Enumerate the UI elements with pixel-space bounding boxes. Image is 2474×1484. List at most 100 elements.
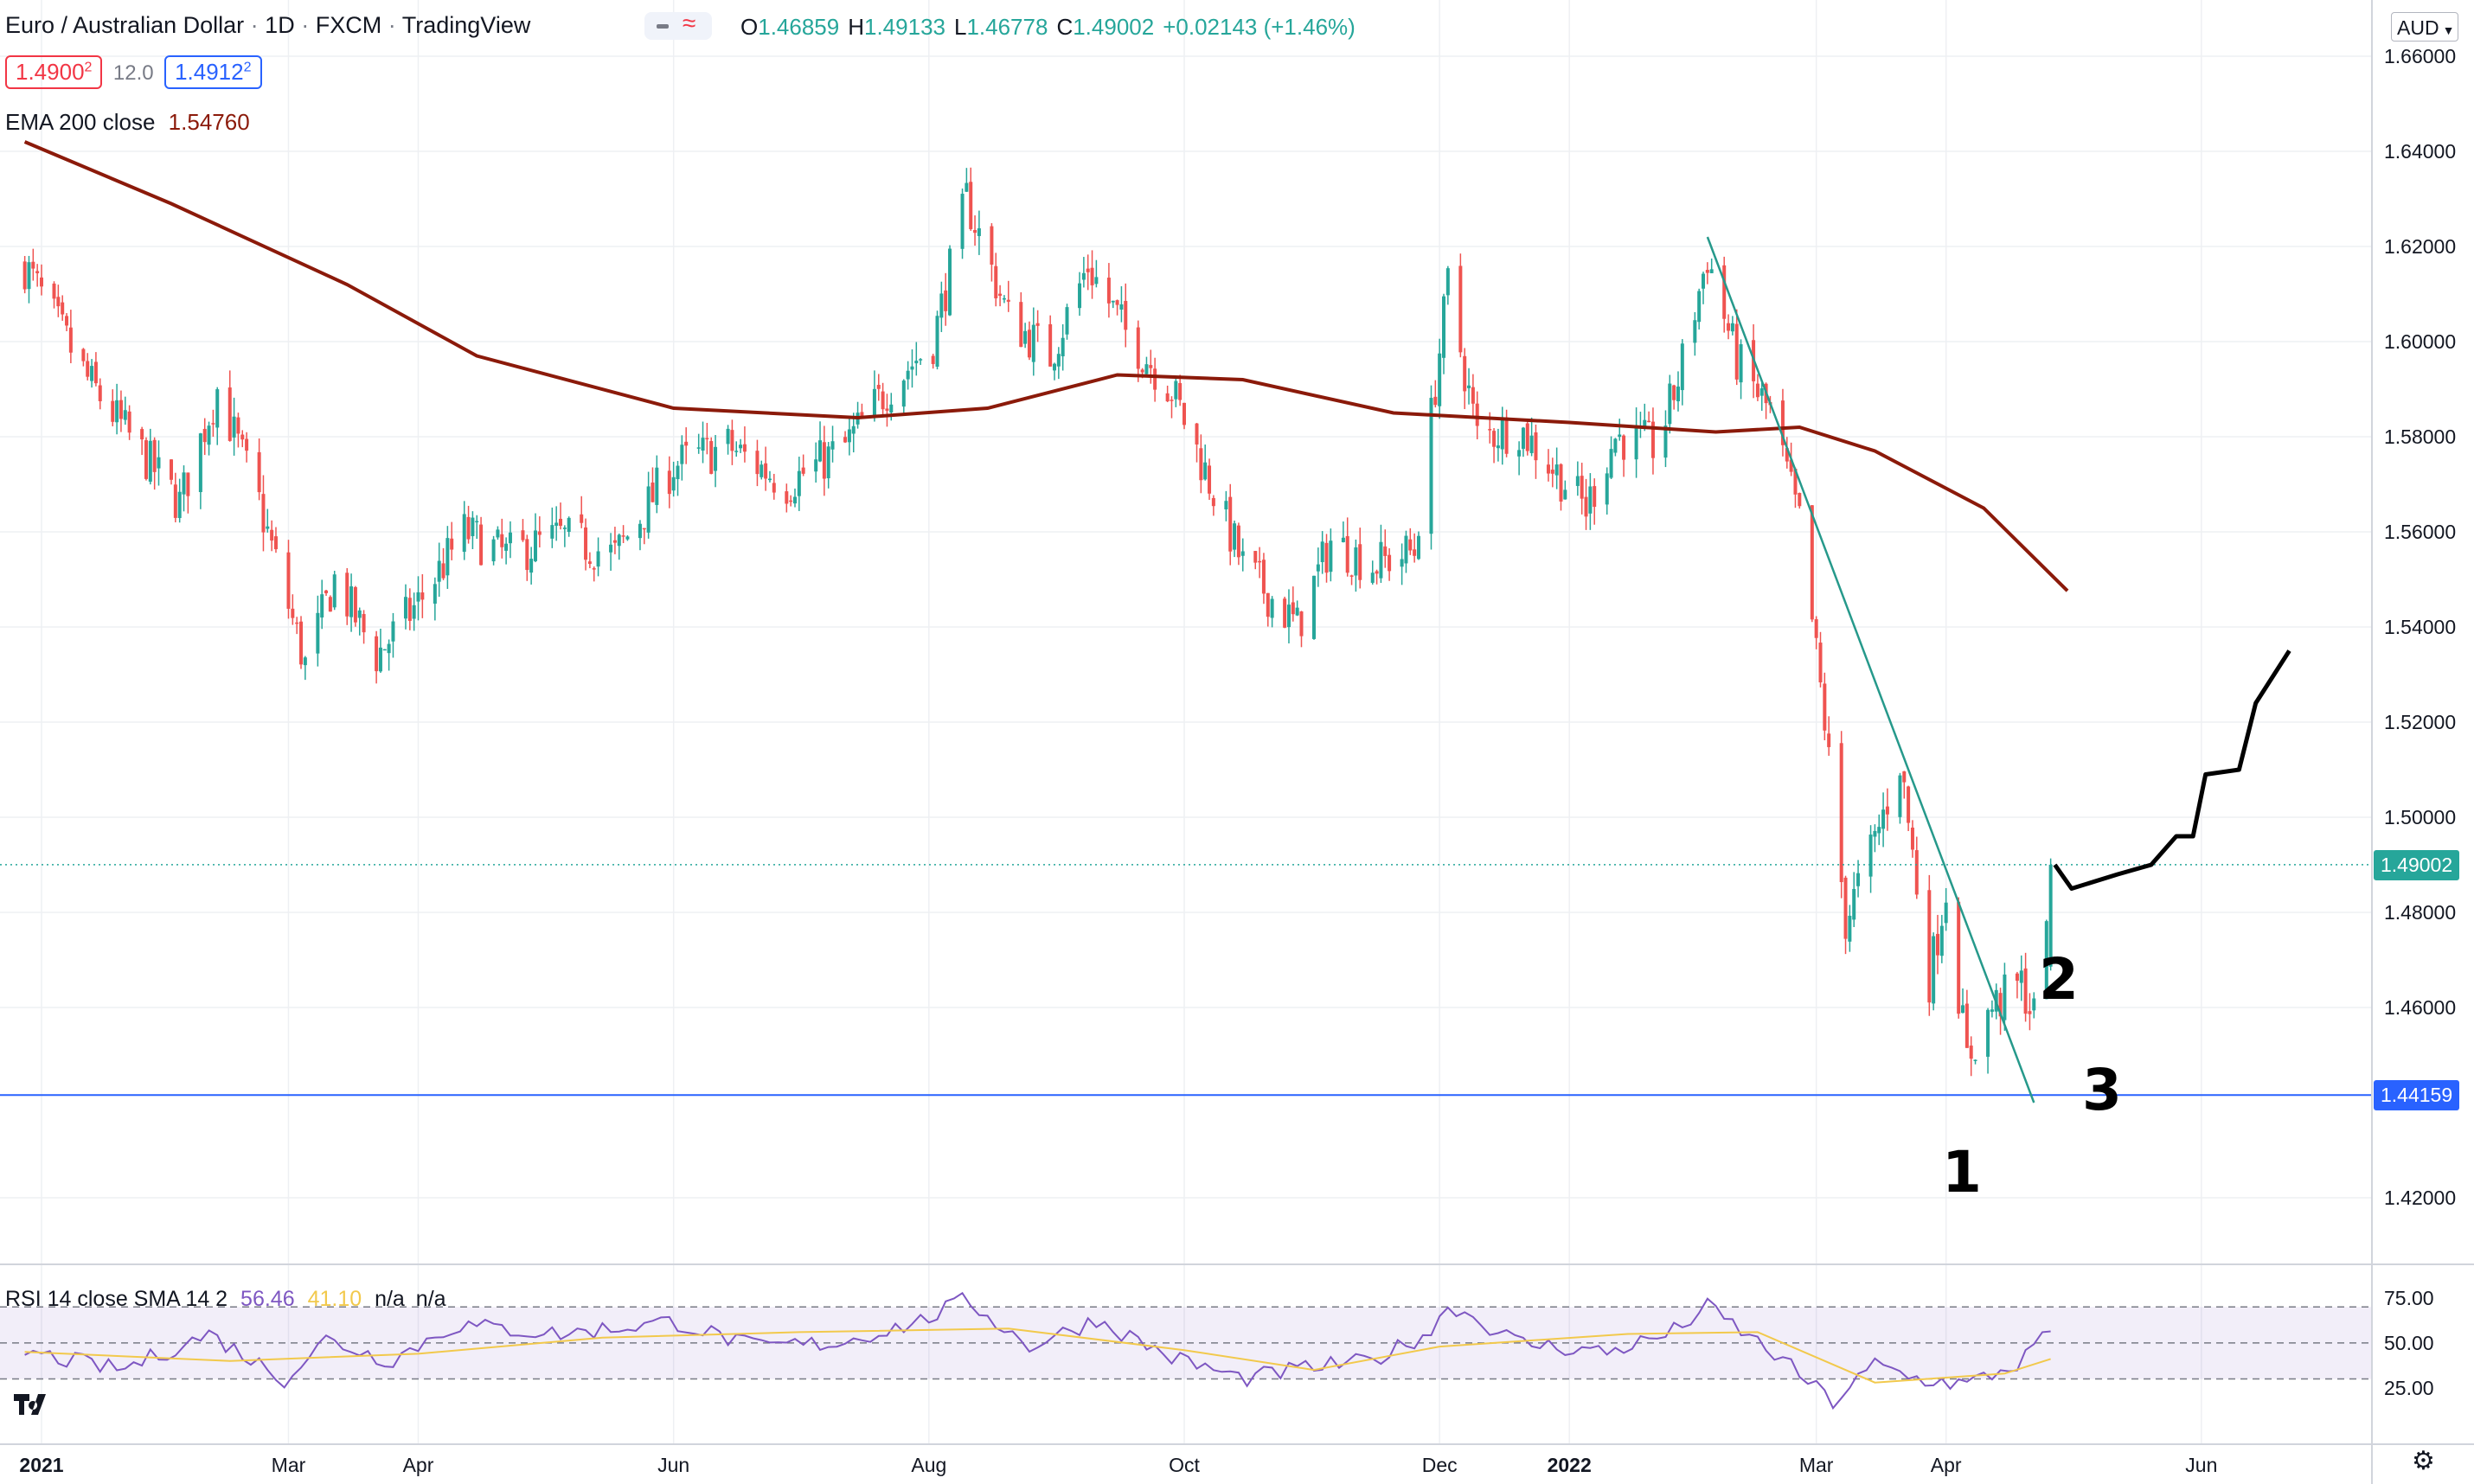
candle-body [1680, 343, 1684, 391]
candle-body [1240, 551, 1245, 556]
rsi-na-2: n/a [415, 1287, 446, 1311]
candle-body [969, 182, 973, 229]
candle-body [1429, 398, 1433, 534]
candle-body [140, 429, 144, 440]
rsi-legend[interactable]: RSI 14 close SMA 14 2 56.46 41.10 n/a n/… [5, 1287, 446, 1312]
candle-body [1529, 435, 1534, 453]
candle-body [1814, 618, 1818, 638]
candle-body [994, 265, 998, 298]
candle-body [714, 446, 718, 471]
candle-body [847, 429, 851, 443]
spread: 12.0 [112, 61, 154, 85]
chevron-down-icon: ▼ [2442, 23, 2455, 37]
candle-body [1927, 890, 1932, 1003]
candle-body [127, 411, 131, 433]
candle-body [944, 290, 948, 311]
candle-body [1823, 683, 1827, 731]
candle-body [1488, 429, 1492, 431]
candle-body [1910, 828, 1914, 850]
candle-body [211, 423, 215, 425]
candle-body [173, 484, 177, 518]
support-price-tag: 1.44159 [2374, 1080, 2460, 1111]
candle-body [111, 400, 115, 422]
time-tick-label: Aug [911, 1454, 946, 1476]
candle-body [403, 597, 407, 619]
tradingview-logo[interactable] [12, 1384, 52, 1423]
candle-body [1759, 388, 1764, 396]
candle-body [906, 370, 910, 380]
ema-legend[interactable]: EMA 200 close 1.54760 [5, 109, 250, 136]
sell-price[interactable]: 1.49002 [5, 55, 103, 89]
symbol-title[interactable]: Euro / Australian Dollar [5, 12, 245, 38]
candle-body [68, 327, 73, 353]
candle-body [378, 647, 382, 672]
compare-toggle[interactable]: ≈ [644, 10, 712, 40]
candle-body [1178, 382, 1183, 400]
candle-body [990, 226, 994, 265]
candle-body [1998, 993, 2003, 1017]
candle-body [1554, 464, 1559, 476]
candle-body [119, 400, 123, 419]
candle-body [1739, 344, 1743, 383]
candle-body [1546, 464, 1550, 474]
candle-body [767, 478, 772, 481]
rsi-label: RSI 14 close SMA 14 2 [5, 1287, 228, 1311]
interval[interactable]: 1D [265, 12, 295, 38]
buy-price[interactable]: 1.49122 [164, 55, 262, 89]
candle-body [1199, 448, 1203, 481]
candle-body [1345, 535, 1349, 573]
candle-body [1902, 771, 1907, 783]
candle-body [182, 472, 186, 495]
candle-body [1266, 592, 1270, 617]
candle-body [1140, 369, 1144, 373]
candle-body [830, 441, 835, 450]
candle-body [1957, 901, 1961, 1014]
candle-body [295, 622, 299, 624]
candle-body [1496, 445, 1500, 449]
candle-body [375, 636, 379, 672]
candle-body [1291, 602, 1295, 615]
candle-body [1613, 438, 1618, 453]
candle-body [1593, 486, 1597, 508]
candle-body [286, 552, 291, 609]
candle-body [1856, 873, 1861, 886]
candle-body [1810, 505, 1814, 620]
candle-body [671, 477, 676, 491]
candle-body [655, 467, 659, 505]
candle-body [56, 297, 61, 307]
candle-body [1052, 363, 1056, 371]
price-tick-label: 1.54000 [2384, 616, 2456, 638]
ohlc-key: C [1056, 14, 1074, 40]
candle-body [61, 302, 65, 315]
grid [0, 0, 2372, 1444]
platform: TradingView [401, 12, 531, 38]
candle-body [1312, 575, 1317, 639]
candle-body [567, 517, 571, 532]
candle-body [1136, 327, 1140, 369]
candle-body [789, 500, 793, 502]
candle-body [362, 614, 366, 633]
candle-body [1722, 265, 1727, 319]
candle-body [35, 271, 40, 273]
candle-body [450, 538, 454, 550]
candle-body [81, 349, 86, 361]
settings-gear-icon[interactable]: ⚙ [2412, 1447, 2435, 1475]
candle-body [391, 621, 395, 642]
candle-body [1379, 541, 1383, 579]
candle-body [667, 470, 671, 495]
candle-body [303, 657, 307, 666]
candle-body [1789, 459, 1793, 472]
candle-body [1914, 850, 1919, 895]
candle-body [1609, 449, 1613, 478]
candle-body [123, 410, 127, 420]
candle-body [1986, 1009, 1990, 1057]
candle-body [701, 438, 705, 451]
candle-body [1785, 448, 1789, 462]
candle-body [22, 261, 27, 290]
separator: · [388, 12, 396, 38]
candle-body [1575, 476, 1580, 486]
currency-select[interactable]: AUD ▼ [2391, 12, 2458, 42]
candle-body [1881, 809, 1886, 829]
candle-body [320, 594, 324, 618]
